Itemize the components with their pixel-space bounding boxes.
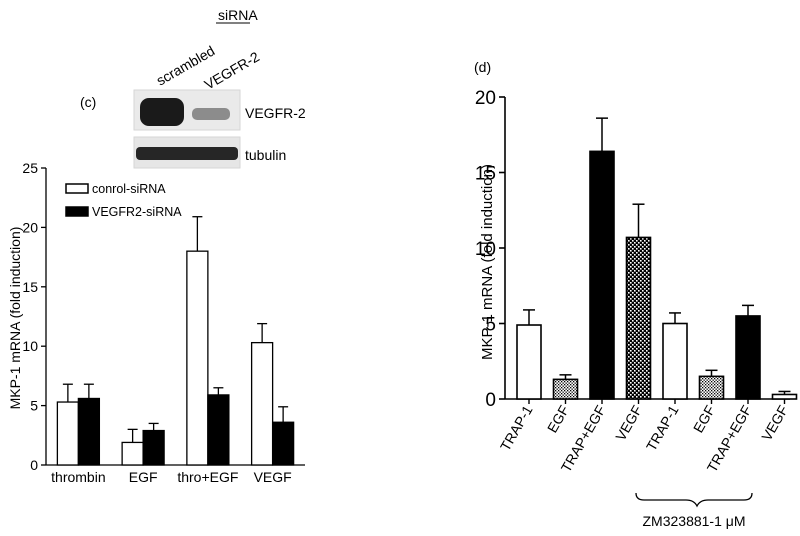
chart-d-bar [771, 393, 798, 400]
chart-d-x-tick-label: TRAP-1 [643, 402, 682, 453]
blot-band-label-vegfr2: VEGFR-2 [245, 105, 306, 121]
chart-c-y-tick-label: 5 [30, 398, 38, 414]
chart-c-bar [56, 401, 80, 466]
blot-tubulin-band [136, 147, 238, 160]
panel-d-label: (d) [474, 59, 491, 75]
chart-c-bar [142, 429, 165, 466]
chart-c-y-tick-label: 0 [30, 457, 38, 473]
chart-d-y-tick-label: 10 [475, 239, 496, 260]
chart-c-bar [271, 421, 295, 466]
chart-c-bar [207, 394, 230, 466]
legend-swatch-control [65, 183, 89, 194]
legend-label-control: conrol-siRNA [92, 182, 166, 196]
chart-d-bar [516, 324, 542, 400]
chart-c-x-tick-label: EGF [129, 469, 158, 485]
blot-vegfr2-band-knockdown [192, 108, 230, 120]
chart-d-bar [735, 315, 761, 400]
chart-d-bar [589, 150, 615, 400]
chart-d-y-tick-label: 0 [485, 390, 496, 411]
chart-c-legend: conrol-siRNA VEGFR2-siRNA [65, 182, 182, 219]
panel-d: (d) [474, 59, 491, 75]
chart-c-bar [250, 341, 274, 466]
chart-d-y-tick-label: 15 [475, 164, 496, 185]
chart-d-bar [698, 375, 725, 400]
blot-header: siRNA [218, 7, 258, 23]
inhibitor-label: ZM323881-1 μM [643, 513, 746, 529]
chart-d-bar [662, 322, 688, 400]
legend-label-vegfr2: VEGFR2-siRNA [92, 205, 182, 219]
chart-c-y-tick-label: 15 [22, 279, 38, 295]
chart-c-x-tick-label: thrombin [51, 469, 105, 485]
legend-swatch-vegfr2 [65, 206, 89, 217]
chart-d-x-tick-label: EGF [690, 403, 718, 436]
chart-c-x-tick-label: thro+EGF [177, 469, 238, 485]
chart-c-x-tick-label: VEGF [254, 469, 292, 485]
inhibitor-bracket [635, 492, 753, 508]
chart-d-bar [625, 236, 652, 400]
chart-c-ylabel: MKP-1 mRNA (fold induction) [7, 227, 23, 410]
chart-c-y-tick-label: 25 [22, 160, 38, 176]
chart-d-ylabel: MKP-1 mRNA (fold induction) [479, 164, 496, 360]
chart-c-bar [121, 441, 144, 466]
chart-c-y-tick-label: 10 [22, 338, 38, 354]
chart-d: MKP-1 mRNA (fold induction) ZM323881-1 μ… [475, 88, 798, 529]
panel-c-label: (c) [80, 94, 96, 110]
western-blot: siRNA scrambled VEGFR-2 VEGFR-2 tubulin [133, 7, 306, 169]
chart-d-y-tick-label: 5 [485, 315, 496, 336]
chart-d-bar [552, 378, 579, 400]
panel-c: (c) siRNA scrambled VEGFR-2 VEGFR-2 tubu… [80, 7, 306, 169]
chart-d-y-tick-label: 20 [475, 88, 496, 109]
chart-d-x-tick-label: VEGF [612, 403, 645, 444]
chart-d-x-tick-label: EGF [544, 403, 572, 436]
blot-vegfr2-band-scrambled [140, 98, 184, 126]
chart-d-x-tick-label: VEGF [758, 403, 791, 444]
chart-c: MKP-1 mRNA (fold induction) conrol-siRNA… [7, 160, 305, 485]
blot-band-label-tubulin: tubulin [245, 147, 286, 163]
chart-c-bar [77, 397, 101, 466]
chart-d-x-tick-label: TRAP-1 [497, 402, 536, 453]
chart-c-bar [186, 250, 209, 466]
chart-c-y-tick-label: 20 [22, 219, 38, 235]
